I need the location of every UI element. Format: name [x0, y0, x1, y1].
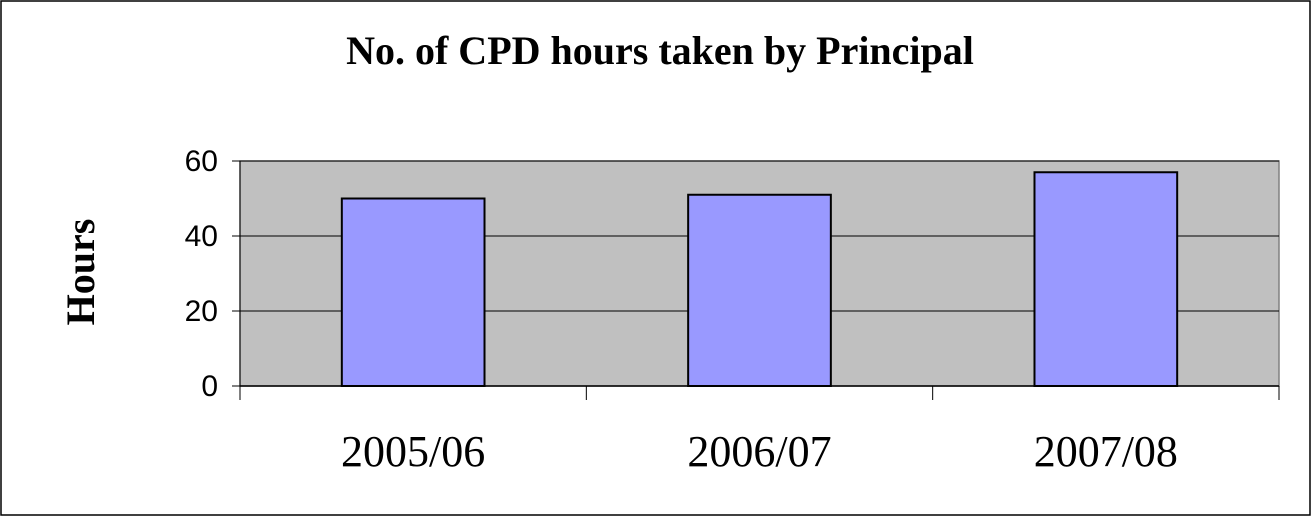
x-tick-label: 2006/07 [687, 427, 831, 476]
x-tick-label: 2007/08 [1034, 427, 1178, 476]
bar [1033, 171, 1179, 387]
y-tick-label: 0 [201, 370, 218, 403]
y-tick-label: 60 [185, 145, 218, 178]
bar [340, 197, 486, 387]
y-tick-label: 20 [185, 295, 218, 328]
y-axis-label: Hours [58, 219, 103, 326]
x-tick-label: 2005/06 [341, 427, 485, 476]
y-tick-label: 40 [185, 220, 218, 253]
chart-title: No. of CPD hours taken by Principal [346, 28, 974, 73]
bar [687, 193, 832, 387]
